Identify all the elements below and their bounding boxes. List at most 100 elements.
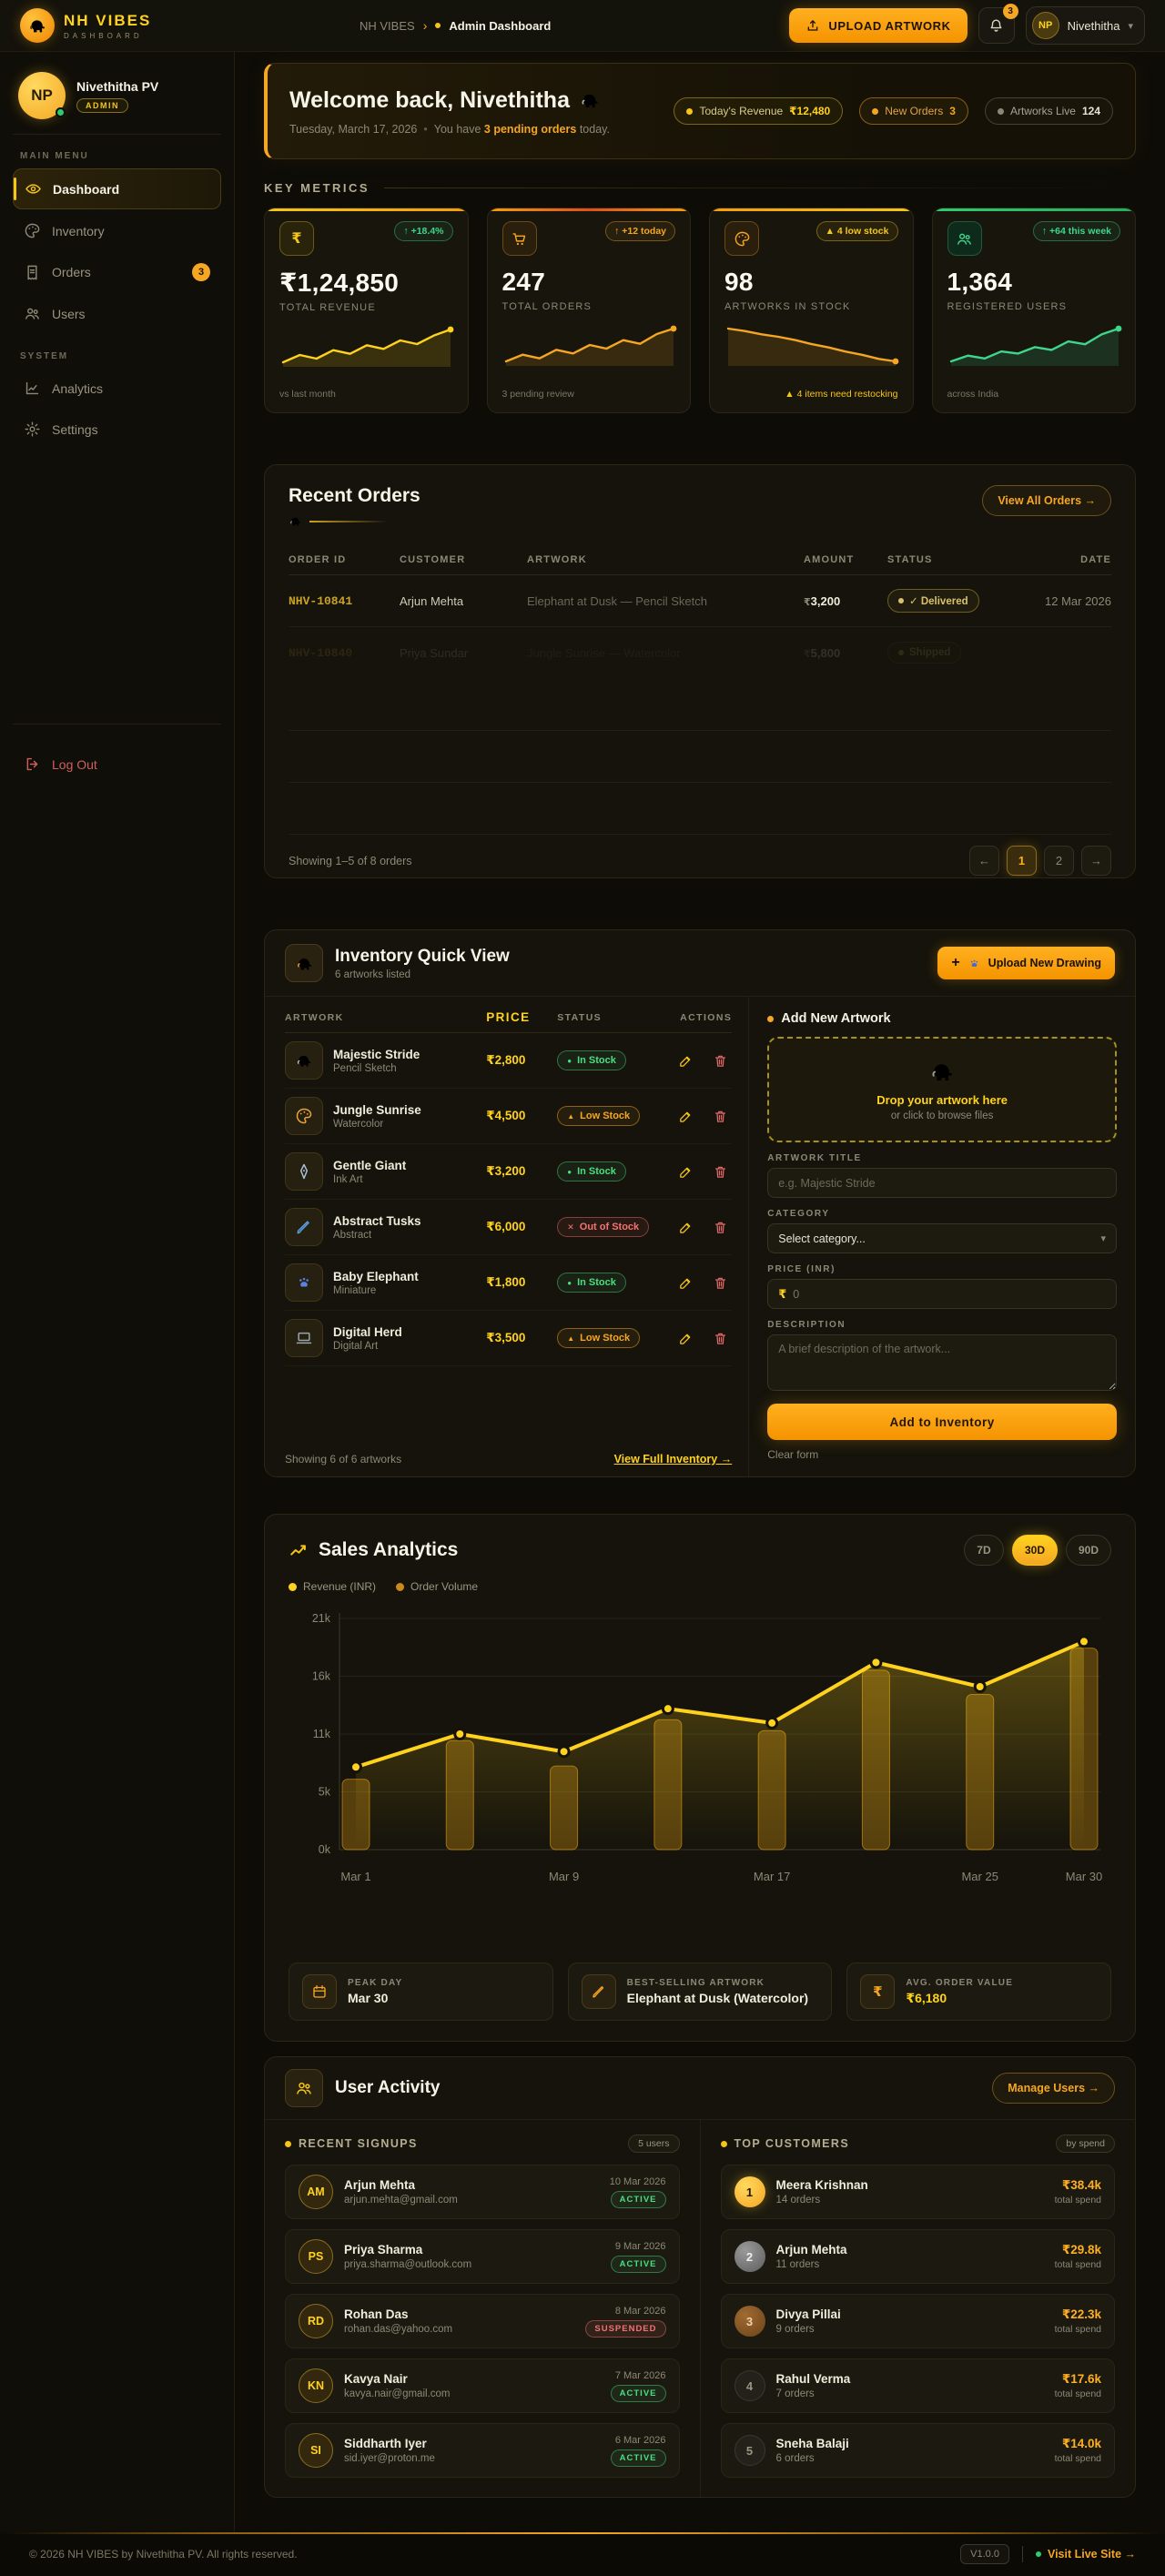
edit-button[interactable]: [674, 1049, 697, 1072]
list-item[interactable]: KN Kavya Nair kavya.nair@gmail.com 7 Mar …: [285, 2358, 680, 2413]
clear-form-link[interactable]: Clear form: [767, 1448, 819, 1461]
metric-footnote: vs last month: [279, 389, 336, 400]
avg-order-chip: ₹ AVG. ORDER VALUE ₹6,180: [846, 1962, 1112, 2021]
user-activity-card: User Activity Manage Users → RECENT SIGN…: [264, 2056, 1136, 2498]
visit-live-site-link[interactable]: Visit Live Site →: [1035, 2548, 1136, 2561]
delete-button[interactable]: [708, 1104, 732, 1128]
logout-button[interactable]: Log Out: [13, 745, 221, 784]
logo-subtitle: DASHBOARD: [64, 31, 143, 40]
table-row[interactable]: Gentle Giant Ink Art ₹3,200 ● In Stock: [285, 1144, 733, 1200]
edit-button[interactable]: [674, 1215, 697, 1239]
table-row[interactable]: NHV-10841 Arjun Mehta Elephant at Dusk —…: [289, 575, 1111, 627]
page-2-button[interactable]: 2: [1044, 846, 1074, 876]
edit-button[interactable]: [674, 1160, 697, 1183]
legend-dot-revenue: [289, 1582, 297, 1591]
sidebar-item-settings[interactable]: Settings: [13, 410, 221, 449]
add-to-inventory-button[interactable]: Add to Inventory: [767, 1404, 1117, 1440]
next-page-button[interactable]: →: [1081, 846, 1111, 876]
page-1-button[interactable]: 1: [1007, 846, 1037, 876]
sidebar-item-dashboard[interactable]: Dashboard: [13, 168, 221, 209]
sidebar-item-users[interactable]: Users: [13, 294, 221, 333]
add-artwork-form: Add New Artwork Drop your artwork here o…: [749, 997, 1135, 1476]
delete-button[interactable]: [708, 1271, 732, 1294]
metric-value: 98: [724, 268, 754, 296]
edit-button[interactable]: [674, 1271, 697, 1294]
edit-icon: [678, 1109, 694, 1124]
table-row[interactable]: Baby Elephant Miniature ₹1,800 ● In Stock: [285, 1255, 733, 1311]
delete-button[interactable]: [708, 1326, 732, 1350]
edit-button[interactable]: [674, 1326, 697, 1350]
sort-badge: by spend: [1056, 2135, 1115, 2153]
description-textarea[interactable]: [767, 1334, 1117, 1391]
manage-users-button[interactable]: Manage Users →: [992, 2073, 1115, 2104]
table-row[interactable]: Majestic Stride Pencil Sketch ₹2,800 ● In …: [285, 1033, 733, 1089]
profile-name: Nivethitha PV: [76, 78, 159, 94]
sidebar-item-label: Users: [52, 306, 86, 321]
svg-text:Mar 30: Mar 30: [1066, 1870, 1102, 1883]
delete-button[interactable]: [708, 1049, 732, 1072]
delete-button[interactable]: [708, 1215, 732, 1239]
list-item[interactable]: PS Priya Sharma priya.sharma@outlook.com …: [285, 2229, 680, 2284]
elephant-icon: [285, 944, 323, 982]
stock-sparkline: [726, 327, 899, 366]
artwork-dropzone[interactable]: Drop your artwork here or click to brows…: [767, 1037, 1117, 1142]
status-badge: ACTIVE: [610, 2190, 666, 2208]
sidebar-item-inventory[interactable]: Inventory: [13, 211, 221, 250]
metric-card-orders: ↑ +12 today 247 TOTAL ORDERS 3 pending r…: [486, 208, 691, 413]
user-menu[interactable]: NP Nivethitha ▾: [1025, 6, 1145, 45]
status-badge: ▲ Low Stock: [557, 1106, 641, 1126]
delete-button[interactable]: [708, 1160, 732, 1183]
section-subtitle: 6 artworks listed: [335, 969, 411, 980]
list-item[interactable]: SI Siddharth Iyer sid.iyer@proton.me 6 Ma…: [285, 2423, 680, 2478]
sidebar-item-analytics[interactable]: Analytics: [13, 369, 221, 408]
orders-sparkline: [504, 325, 676, 366]
edit-button[interactable]: [674, 1104, 697, 1128]
upload-new-drawing-button[interactable]: + Upload New Drawing: [937, 947, 1115, 979]
view-full-inventory-link[interactable]: View Full Inventory →: [613, 1453, 733, 1465]
sidebar-item-orders[interactable]: Orders 3: [13, 252, 221, 292]
range-30d-button[interactable]: 30D: [1011, 1535, 1058, 1566]
rupee-icon: ₹: [860, 1974, 896, 2009]
status-dot: [285, 2140, 291, 2147]
artworks-live-pill: Artworks Live 124: [984, 97, 1113, 125]
table-row[interactable]: NHV-10840 Priya Sundar Jungle Sunrise — …: [289, 627, 1111, 679]
upload-artwork-button[interactable]: UPLOAD ARTWORK: [789, 8, 967, 43]
view-all-orders-button[interactable]: View All Orders →: [982, 485, 1111, 516]
artwork-title-input[interactable]: [767, 1168, 1117, 1198]
breadcrumb-root[interactable]: NH VIBES: [360, 18, 415, 33]
list-item[interactable]: 2 Arjun Mehta 11 orders ₹29.8k total spend: [720, 2229, 1115, 2284]
status-badge: ✕ Out of Stock: [557, 1217, 650, 1237]
list-item[interactable]: 4 Rahul Verma 7 orders ₹17.6k total spend: [720, 2358, 1115, 2413]
sales-chart: 0k 5k 11k 16k 21k Mar 1 Mar 9 Mar 17 Mar 25 Mar 3…: [312, 1612, 1102, 1883]
metric-label: REGISTERED USERS: [947, 301, 1068, 312]
table-row[interactable]: Abstract Tusks Abstract ₹6,000 ✕ Out of St…: [285, 1200, 733, 1255]
prev-page-button[interactable]: ←: [969, 846, 999, 876]
price-input[interactable]: [793, 1287, 1106, 1301]
category-select[interactable]: Select category... ▾: [767, 1223, 1117, 1253]
table-row[interactable]: Digital Herd Digital Art ₹3,500 ▲ Low Stoc…: [285, 1311, 733, 1366]
new-orders-pill: New Orders 3: [859, 97, 968, 125]
palette-icon: [285, 1097, 323, 1135]
system-label: SYSTEM: [20, 351, 69, 361]
table-row[interactable]: Jungle Sunrise Watercolor ₹4,500 ▲ Low Sto…: [285, 1089, 733, 1144]
list-item[interactable]: 5 Sneha Balaji 6 orders ₹14.0k total spend: [720, 2423, 1115, 2478]
laptop-icon: [285, 1319, 323, 1357]
field-label: CATEGORY: [767, 1209, 830, 1219]
list-item[interactable]: AM Arjun Mehta arjun.mehta@gmail.com 10 M…: [285, 2165, 680, 2219]
list-item[interactable]: 3 Divya Pillai 9 orders ₹22.3k total spend: [720, 2294, 1115, 2348]
range-7d-button[interactable]: 7D: [963, 1535, 1004, 1566]
list-item[interactable]: RD Rohan Das rohan.das@yahoo.com 8 Mar 20…: [285, 2294, 680, 2348]
svg-text:21k: 21k: [312, 1612, 331, 1625]
trash-icon: [713, 1164, 728, 1180]
paw-icon: [285, 1263, 323, 1302]
page-footer: © 2026 NH VIBES by Nivethitha PV. All ri…: [0, 2532, 1165, 2576]
panel-title: RECENT SIGNUPS: [299, 2137, 418, 2150]
table-header-row: ORDER ID CUSTOMER ARTWORK AMOUNT STATUS …: [289, 544, 1111, 575]
status-badge: ACTIVE: [610, 2449, 666, 2467]
range-90d-button[interactable]: 90D: [1065, 1535, 1111, 1566]
list-item[interactable]: 1 Meera Krishnan 14 orders ₹38.4k total sp…: [720, 2165, 1115, 2219]
live-status-dot: [1035, 2551, 1041, 2557]
calendar-icon: [302, 1974, 337, 2009]
notifications-button[interactable]: 3: [978, 4, 1018, 44]
gear-icon: [24, 421, 41, 438]
